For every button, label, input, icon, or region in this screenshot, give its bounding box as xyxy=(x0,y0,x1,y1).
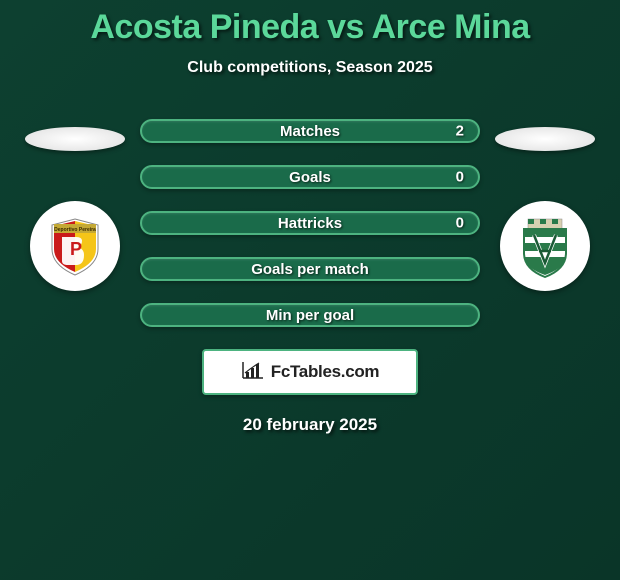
stats-column: Matches 2 Goals 0 Hattricks 0 Goals per … xyxy=(140,119,480,327)
stat-label: Min per goal xyxy=(266,307,354,324)
stat-row-goals-per-match: Goals per match xyxy=(140,257,480,281)
player-silhouette-left xyxy=(25,127,125,151)
stat-label: Matches xyxy=(280,123,340,140)
right-player-column xyxy=(490,119,600,291)
subtitle: Club competitions, Season 2025 xyxy=(0,59,620,77)
stat-row-min-per-goal: Min per goal xyxy=(140,303,480,327)
bar-chart-icon xyxy=(241,360,265,385)
brand-text: FcTables.com xyxy=(271,362,380,382)
page-title: Acosta Pineda vs Arce Mina xyxy=(0,8,620,47)
stat-value: 0 xyxy=(456,215,464,232)
date-label: 20 february 2025 xyxy=(0,415,620,435)
svg-text:Deportivo Pereira: Deportivo Pereira xyxy=(54,227,96,233)
brand-logo-box[interactable]: FcTables.com xyxy=(202,349,418,395)
stat-value: 0 xyxy=(456,169,464,186)
stat-row-hattricks: Hattricks 0 xyxy=(140,211,480,235)
stat-row-matches: Matches 2 xyxy=(140,119,480,143)
stat-row-goals: Goals 0 xyxy=(140,165,480,189)
player-silhouette-right xyxy=(495,127,595,151)
deportivo-pereira-badge-icon: Deportivo Pereira P xyxy=(30,201,120,291)
stat-value: 2 xyxy=(456,123,464,140)
comparison-card: Acosta Pineda vs Arce Mina Club competit… xyxy=(0,0,620,435)
left-player-column: Deportivo Pereira P xyxy=(20,119,130,291)
stat-label: Hattricks xyxy=(278,215,342,232)
atletico-nacional-badge-icon xyxy=(500,201,590,291)
main-row: Deportivo Pereira P Matches 2 Goals 0 Ha… xyxy=(0,119,620,327)
svg-text:P: P xyxy=(70,239,82,259)
stat-label: Goals xyxy=(289,169,331,186)
stat-label: Goals per match xyxy=(251,261,369,278)
